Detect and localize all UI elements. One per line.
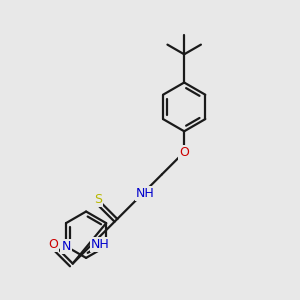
Text: O: O (49, 238, 58, 251)
Text: NH: NH (136, 187, 154, 200)
Text: N: N (61, 240, 71, 253)
Text: S: S (94, 193, 102, 206)
Text: NH: NH (91, 238, 110, 251)
Text: O: O (179, 146, 189, 159)
